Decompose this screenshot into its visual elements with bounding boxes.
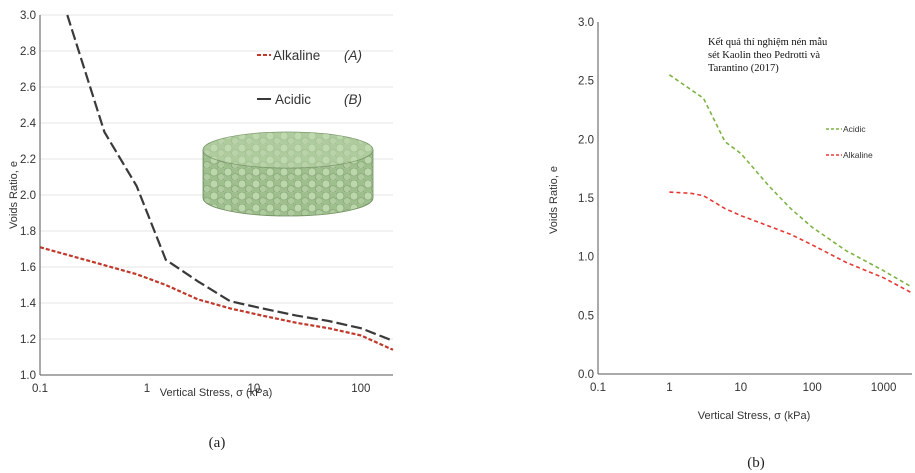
a-y-tick-label: 1.4 <box>20 298 37 310</box>
b-x-tick-label: 0.1 <box>590 382 606 394</box>
b-y-tick-label: 1.5 <box>578 193 594 205</box>
a-x-tick-label: 100 <box>351 383 370 395</box>
panel-a-y-axis-label: Voids Ratio, e <box>8 161 20 229</box>
b-x-tick-label: 100 <box>803 382 822 394</box>
b-y-tick-label: 3.0 <box>578 17 594 29</box>
panel-b-series <box>668 74 913 294</box>
panel-a-legend-alkaline-label: Alkaline <box>273 48 320 63</box>
kaolin-sample-illustration <box>202 131 374 217</box>
panel-b-annotation-line-1: Kết quả thí nghiệm nén mẫu <box>708 37 828 48</box>
panel-a-x-tick-labels: 0.1 1 10 100 <box>32 383 370 395</box>
panel-a-y-tick-labels: 1.0 1.2 1.4 1.6 1.8 2.0 2.2 2.4 2.6 2.8 3.0 <box>20 10 37 382</box>
b-x-tick-label: 1000 <box>871 382 897 394</box>
b-y-tick-label: 2.0 <box>578 134 594 146</box>
a-y-tick-label: 2.6 <box>20 82 36 94</box>
a-y-tick-label: 2.8 <box>20 46 36 58</box>
b-x-tick-label: 10 <box>734 382 747 394</box>
panel-a-legend: Alkaline (A) Acidic (B) <box>257 48 362 107</box>
panel-b-caption: (b) <box>747 455 765 471</box>
panel-a-legend-alkaline-suffix: (A) <box>344 48 362 63</box>
panel-b-legend-acidic-label: Acidic <box>843 124 866 134</box>
a-x-tick-label: 10 <box>247 383 260 395</box>
panel-b-annotation-line-3: Tarantino (2017) <box>708 63 779 74</box>
panel-a-caption: (a) <box>209 435 226 451</box>
b-series-alkaline-line <box>669 191 913 294</box>
a-x-tick-label: 0.1 <box>32 383 48 395</box>
panel-b-x-axis-label: Vertical Stress, σ (kPa) <box>698 410 811 422</box>
panel-b-y-axis-label: Voids Ratio, e <box>548 166 560 234</box>
a-series-acidic-line <box>66 14 394 342</box>
a-y-tick-label: 2.4 <box>20 118 37 130</box>
b-series-acidic-line <box>668 74 913 288</box>
a-x-tick-label: 1 <box>144 383 150 395</box>
b-y-tick-label: 1.0 <box>578 252 594 264</box>
panel-b-legend: Acidic Alkaline <box>826 124 873 160</box>
panel-a-series <box>39 14 394 351</box>
a-y-tick-label: 2.2 <box>20 154 36 166</box>
a-y-tick-label: 1.6 <box>20 262 36 274</box>
panel-b-legend-alkaline-label: Alkaline <box>843 150 873 160</box>
panel-a-legend-acidic-suffix: (B) <box>344 92 362 107</box>
panel-b-x-tick-labels: 0.1 1 10 100 1000 <box>590 382 896 394</box>
b-y-tick-label: 2.5 <box>578 76 594 88</box>
panel-a-x-axis-label: Vertical Stress, σ (kPa) <box>160 387 273 399</box>
panel-a-chart: 1.0 1.2 1.4 1.6 1.8 2.0 2.2 2.4 2.6 2.8 3.0 0.1 1 10… <box>8 10 394 451</box>
panel-b-y-tick-labels: 0.0 0.5 1.0 1.5 2.0 2.5 3.0 <box>578 17 594 381</box>
b-y-tick-label: 0.0 <box>578 369 594 381</box>
a-y-tick-label: 3.0 <box>20 10 36 22</box>
panel-b-chart: 0.0 0.5 1.0 1.5 2.0 2.5 3.0 0.1 1 10 100 1000 Kết … <box>548 17 913 471</box>
a-y-tick-label: 2.0 <box>20 190 36 202</box>
panel-b-annotation-line-2: sét Kaolin theo Pedrotti và <box>708 50 820 61</box>
b-x-tick-label: 1 <box>666 382 672 394</box>
b-y-tick-label: 0.5 <box>578 310 594 322</box>
a-series-alkaline-line <box>39 246 394 351</box>
a-y-tick-label: 1.2 <box>20 334 36 346</box>
a-y-tick-label: 1.8 <box>20 226 36 238</box>
a-y-tick-label: 1.0 <box>20 370 36 382</box>
panel-a-legend-acidic-label: Acidic <box>275 92 311 107</box>
